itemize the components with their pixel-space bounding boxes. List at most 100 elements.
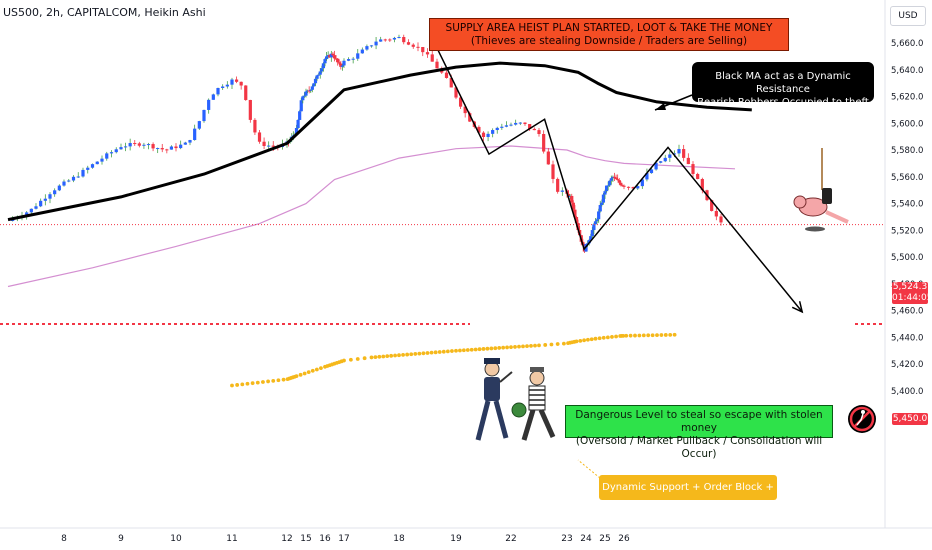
- zigzag-projection: [432, 39, 804, 314]
- candle-body: [133, 143, 137, 145]
- candle-body: [672, 153, 677, 155]
- candle-body: [631, 186, 635, 189]
- support-dot: [245, 381, 250, 386]
- support-dot: [646, 333, 651, 338]
- candle-body: [444, 72, 449, 78]
- price-tick-label: 5,460.0: [891, 307, 923, 317]
- support-dot: [485, 346, 490, 351]
- candle-body: [48, 194, 52, 199]
- candle-body: [202, 109, 206, 122]
- candle-body: [76, 176, 80, 178]
- candle-body: [589, 236, 593, 241]
- support-dot: [586, 337, 590, 342]
- support-dot: [314, 367, 319, 372]
- support-dot: [624, 333, 629, 338]
- candle-body: [294, 128, 299, 135]
- support-dot: [261, 380, 265, 384]
- candle-body: [468, 113, 472, 122]
- candle-body: [174, 146, 178, 149]
- candle-body: [53, 190, 57, 195]
- pink-ma-line: [7, 145, 736, 288]
- candle-body: [313, 78, 318, 84]
- candle-body: [221, 86, 225, 88]
- candle-body: [383, 39, 387, 41]
- candle-body: [309, 89, 313, 91]
- candle-body: [225, 84, 229, 87]
- candle-body: [714, 210, 718, 217]
- candle-body: [640, 179, 644, 187]
- support-dot: [450, 349, 454, 353]
- candle-body: [514, 122, 518, 125]
- candle-body: [600, 202, 604, 206]
- support-dot: [393, 353, 397, 358]
- candle-body: [604, 185, 609, 192]
- candle-body: [458, 97, 463, 107]
- supply-annotation-line2: (Thieves are stealing Downside / Traders…: [470, 35, 748, 47]
- support-dot: [389, 353, 394, 358]
- support-dot: [266, 379, 270, 384]
- support-dot: [650, 333, 655, 338]
- candle-body: [332, 55, 337, 59]
- support-dot: [668, 332, 673, 337]
- candle-body: [321, 63, 326, 69]
- candle-body: [160, 148, 164, 150]
- supply-annotation: SUPPLY AREA HEIST PLAN STARTED, LOOT & T…: [429, 18, 789, 51]
- candle-body: [43, 198, 47, 201]
- candle-body: [532, 128, 536, 131]
- candle-body: [481, 132, 486, 138]
- candle-body: [574, 216, 579, 223]
- candle-body: [612, 176, 617, 178]
- candle-body: [317, 74, 321, 76]
- support-dot: [230, 383, 234, 388]
- countdown-label: 01:44:05: [892, 293, 932, 303]
- candle-body: [142, 144, 146, 146]
- support-dot: [521, 344, 525, 349]
- support-dot: [574, 339, 579, 344]
- candle-body: [595, 219, 599, 222]
- candle-body: [207, 99, 211, 110]
- candle-body: [216, 87, 220, 95]
- support-dot: [517, 344, 521, 349]
- candle-body: [351, 58, 355, 60]
- candle-body: [119, 147, 123, 150]
- support-dots: [230, 332, 677, 388]
- candle-body: [402, 37, 406, 43]
- support-dot: [405, 352, 410, 357]
- money-bag: [511, 402, 527, 418]
- support-dot: [663, 333, 668, 337]
- police-leg-left: [475, 400, 491, 441]
- support-dot: [477, 347, 482, 352]
- support-dot: [465, 348, 470, 352]
- candle-body: [542, 133, 546, 152]
- supply-annotation-line1: SUPPLY AREA HEIST PLAN STARTED, LOOT & T…: [445, 22, 773, 34]
- police-baton: [499, 371, 513, 383]
- support-dot: [281, 377, 286, 382]
- candle-body: [71, 176, 76, 181]
- candle-body: [320, 68, 324, 72]
- support-dot: [235, 383, 240, 387]
- support-dot: [659, 333, 664, 337]
- support-dot: [628, 333, 633, 338]
- support-dot: [497, 346, 502, 350]
- currency-button[interactable]: USD: [890, 6, 926, 26]
- candle-body: [105, 153, 109, 159]
- thief-leg-left: [521, 409, 536, 441]
- time-tick-label: 11: [226, 534, 237, 544]
- support-dot: [409, 352, 414, 357]
- candle-body: [677, 149, 681, 154]
- ma-annotation: Black MA act as a Dynamic Resistance Bea…: [692, 62, 874, 121]
- candle-body: [406, 42, 411, 45]
- support-dot: [473, 347, 478, 352]
- candle-body: [25, 212, 29, 216]
- pink-moving-average: [7, 145, 736, 288]
- support-dot: [593, 336, 598, 341]
- hanging-figure-shadow: [805, 226, 825, 232]
- candle-body: [146, 144, 151, 146]
- candle-body: [262, 141, 266, 146]
- time-tick-label: 22: [505, 534, 516, 544]
- support-dot: [655, 333, 659, 338]
- candle-body: [449, 77, 453, 88]
- candle-body: [495, 127, 499, 131]
- thief-leg-right: [538, 408, 556, 439]
